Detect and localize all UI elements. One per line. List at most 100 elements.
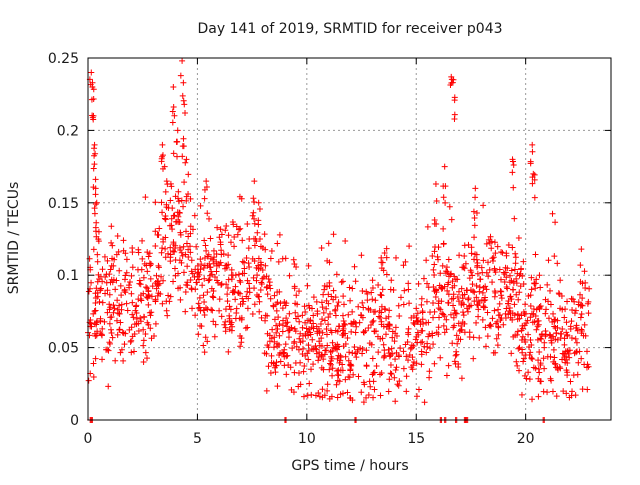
data-point: [251, 257, 258, 264]
data-point: [249, 311, 256, 318]
data-point: [536, 272, 543, 279]
data-point: [531, 171, 538, 178]
data-point: [470, 355, 477, 362]
data-point: [332, 294, 339, 301]
data-point: [333, 381, 340, 388]
data-point: [531, 176, 538, 183]
data-point: [394, 381, 401, 388]
data-point: [329, 372, 336, 379]
data-point: [501, 278, 508, 285]
data-point: [324, 342, 331, 349]
data-point: [201, 311, 208, 318]
data-point: [263, 387, 270, 394]
data-point: [104, 346, 111, 353]
data-point: [411, 321, 418, 328]
data-point: [291, 338, 298, 345]
data-point: [300, 368, 307, 375]
data-point: [146, 250, 153, 257]
data-point: [334, 371, 341, 378]
data-point: [315, 390, 322, 397]
data-point: [525, 292, 532, 299]
data-point: [116, 326, 123, 333]
data-point: [182, 159, 189, 166]
data-point: [172, 272, 179, 279]
data-point: [510, 158, 516, 165]
data-point: [504, 285, 511, 292]
data-point: [108, 239, 115, 246]
data-point: [471, 234, 478, 241]
data-point: [438, 285, 445, 292]
data-point: [244, 305, 251, 312]
data-point: [529, 356, 536, 363]
data-point: [90, 360, 97, 367]
data-point: [426, 368, 433, 375]
data-point: [513, 280, 520, 287]
data-point: [495, 306, 502, 313]
data-point: [85, 288, 92, 295]
data-point: [155, 290, 162, 297]
data-point: [179, 252, 186, 259]
data-point: [489, 257, 496, 264]
data-point: [413, 393, 420, 400]
data-point: [202, 242, 209, 249]
data-point: [182, 251, 189, 258]
data-point: [177, 296, 184, 303]
data-point: [97, 317, 104, 324]
data-point: [237, 279, 244, 286]
data-point: [461, 291, 468, 298]
data-point: [487, 233, 494, 240]
data-point: [562, 359, 569, 366]
data-point: [429, 252, 436, 259]
data-point: [364, 290, 371, 297]
data-point: [397, 345, 404, 352]
data-point: [509, 244, 516, 251]
data-point: [110, 302, 117, 309]
data-point: [571, 310, 578, 317]
data-point: [86, 255, 93, 262]
data-point: [129, 249, 136, 256]
data-point: [297, 359, 304, 366]
data-point: [390, 286, 397, 293]
data-point: [221, 321, 228, 328]
data-point: [507, 293, 514, 300]
data-point: [123, 256, 130, 263]
data-point: [148, 335, 155, 342]
data-point: [313, 298, 320, 305]
data-point: [158, 249, 165, 256]
data-point: [474, 259, 481, 266]
data-point: [415, 317, 422, 324]
data-point: [579, 386, 586, 393]
data-point: [454, 276, 461, 283]
data-point: [231, 243, 238, 250]
data-point: [540, 388, 547, 395]
data-point: [551, 323, 558, 330]
data-point: [170, 104, 177, 111]
data-point: [152, 298, 159, 305]
data-point: [214, 224, 221, 231]
data-point: [167, 254, 174, 261]
data-point: [380, 341, 387, 348]
data-point: [139, 237, 146, 244]
data-point: [250, 209, 257, 216]
data-point: [553, 393, 560, 400]
data-point: [87, 320, 94, 327]
data-point: [409, 366, 416, 373]
data-point: [448, 216, 455, 223]
data-point: [253, 277, 260, 284]
data-point: [215, 279, 222, 286]
data-point: [385, 313, 392, 320]
data-point: [483, 286, 490, 293]
data-point: [419, 327, 426, 334]
data-point: [299, 312, 306, 319]
data-point: [413, 360, 420, 367]
data-point: [471, 222, 478, 229]
data-point: [395, 302, 402, 309]
data-point: [364, 297, 371, 304]
data-point: [103, 271, 110, 278]
data-point: [140, 274, 147, 281]
data-point: [577, 262, 584, 269]
data-point: [116, 302, 123, 309]
data-point: [393, 349, 400, 356]
data-point: [200, 307, 207, 314]
data-point: [561, 341, 568, 348]
